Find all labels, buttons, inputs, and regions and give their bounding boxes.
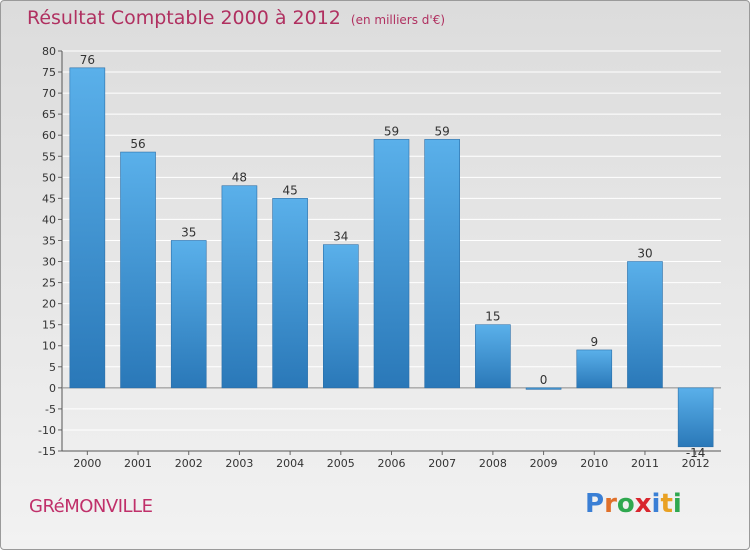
value-label-2000: 76 bbox=[80, 53, 95, 67]
y-tick-label: 40 bbox=[42, 213, 56, 226]
brand-letter: i bbox=[651, 489, 661, 519]
x-tick-label-2001: 2001 bbox=[124, 457, 152, 470]
y-tick-label: 60 bbox=[42, 129, 56, 142]
value-label-2001: 56 bbox=[130, 137, 145, 151]
y-tick-label: 65 bbox=[42, 108, 56, 121]
value-label-2005: 34 bbox=[333, 230, 348, 244]
brand-letter: x bbox=[634, 489, 652, 519]
bar-2005 bbox=[323, 244, 359, 389]
chart-title: Résultat Comptable 2000 à 2012 bbox=[27, 7, 341, 29]
x-tick-label-2005: 2005 bbox=[327, 457, 355, 470]
town-name: GRéMONVILLE bbox=[29, 496, 153, 517]
y-tick-label: 35 bbox=[42, 234, 56, 247]
chart-subtitle: (en milliers d'€) bbox=[350, 13, 446, 27]
brand-letter: P bbox=[585, 489, 605, 519]
y-tick-label: 50 bbox=[42, 171, 56, 184]
y-tick-label: -10 bbox=[38, 424, 56, 437]
y-tick-label: -15 bbox=[38, 445, 56, 458]
y-tick-label: 80 bbox=[42, 45, 56, 58]
y-tick-label: 15 bbox=[42, 319, 56, 332]
bar-2000 bbox=[69, 67, 106, 389]
bar-2010 bbox=[576, 349, 613, 389]
y-tick-label: 70 bbox=[42, 87, 56, 100]
brand-letter: i bbox=[672, 489, 682, 519]
x-tick-label-2000: 2000 bbox=[73, 457, 101, 470]
bar-2009 bbox=[525, 387, 562, 390]
bar-2001 bbox=[120, 151, 156, 389]
x-tick-label-2008: 2008 bbox=[479, 457, 507, 470]
brand-letter: o bbox=[616, 489, 635, 519]
y-tick-label: 30 bbox=[42, 256, 56, 269]
y-tick-label: 0 bbox=[49, 382, 56, 395]
y-tick-label: 45 bbox=[42, 192, 56, 205]
x-tick-label-2003: 2003 bbox=[225, 457, 253, 470]
bar-2003 bbox=[221, 185, 258, 389]
brand-letter: r bbox=[604, 489, 617, 519]
y-tick-label: 25 bbox=[42, 277, 56, 290]
title-bar: Résultat Comptable 2000 à 2012 (en millie… bbox=[27, 7, 445, 29]
value-label-2009: 0 bbox=[540, 373, 548, 387]
x-tick-label-2010: 2010 bbox=[580, 457, 608, 470]
x-tick-label-2007: 2007 bbox=[428, 457, 456, 470]
x-tick-label-2006: 2006 bbox=[378, 457, 406, 470]
bar-2011 bbox=[627, 261, 663, 389]
y-tick-label: 20 bbox=[42, 298, 56, 311]
x-tick-label-2002: 2002 bbox=[175, 457, 203, 470]
proxiti-logo: Proxiti bbox=[585, 489, 682, 519]
x-tick-label-2004: 2004 bbox=[276, 457, 304, 470]
bar-2007 bbox=[424, 139, 460, 389]
y-tick-label: 75 bbox=[42, 66, 56, 79]
bar-2002 bbox=[170, 240, 207, 389]
bar-2012 bbox=[677, 387, 714, 448]
value-label-2011: 30 bbox=[637, 247, 652, 261]
bar-2008 bbox=[475, 324, 511, 389]
brand-letter: t bbox=[660, 489, 673, 519]
value-label-2006: 59 bbox=[384, 124, 399, 138]
y-tick-label: 10 bbox=[42, 340, 56, 353]
x-tick-label-2012: 2012 bbox=[682, 457, 710, 470]
x-tick-label-2009: 2009 bbox=[530, 457, 558, 470]
value-label-2002: 35 bbox=[181, 225, 196, 239]
value-label-2003: 48 bbox=[232, 171, 247, 185]
value-label-2008: 15 bbox=[485, 310, 500, 324]
bar-2006 bbox=[373, 139, 410, 389]
value-label-2010: 9 bbox=[590, 335, 598, 349]
y-tick-label: 55 bbox=[42, 150, 56, 163]
value-label-2007: 59 bbox=[435, 124, 450, 138]
x-tick-label-2011: 2011 bbox=[631, 457, 659, 470]
y-tick-label: -5 bbox=[45, 403, 56, 416]
bar-2004 bbox=[272, 198, 308, 389]
value-label-2004: 45 bbox=[282, 183, 297, 197]
y-tick-label: 5 bbox=[49, 361, 56, 374]
